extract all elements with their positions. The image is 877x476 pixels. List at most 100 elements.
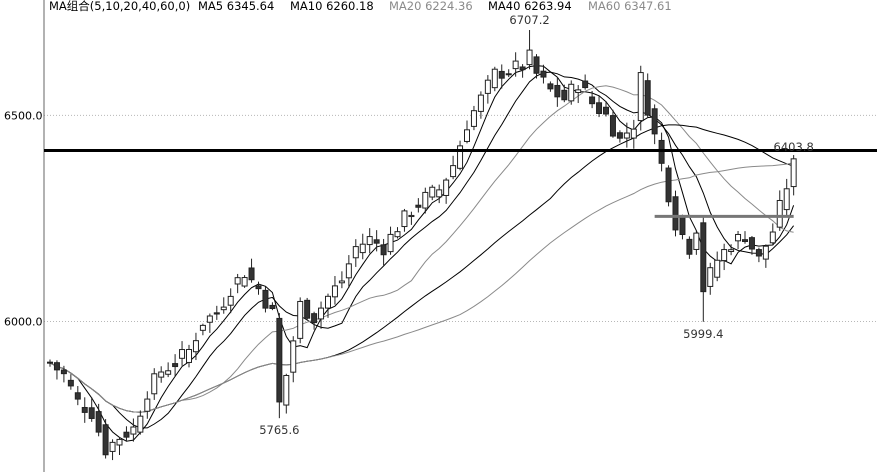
candle [769, 223, 776, 246]
candle-body [686, 238, 693, 255]
candle-body [318, 307, 325, 320]
candle [338, 271, 345, 289]
candle-body [394, 231, 401, 238]
candle [227, 288, 234, 314]
candle [206, 313, 213, 333]
candle-body [102, 424, 109, 456]
candle [742, 231, 748, 244]
candle [422, 187, 429, 214]
candle-body [603, 106, 609, 115]
candle [596, 95, 603, 118]
candle-body [241, 277, 248, 287]
candle [762, 244, 769, 268]
candle-body [728, 249, 735, 253]
candle [498, 64, 505, 89]
candle-body [74, 392, 81, 400]
candle [220, 297, 227, 314]
candle-body [776, 199, 783, 228]
candle-body [748, 237, 755, 250]
candle-body [192, 340, 199, 353]
candle-body [283, 374, 290, 406]
candle-body [345, 263, 352, 279]
candle [582, 74, 589, 90]
candle [359, 233, 366, 260]
candle-body [714, 259, 721, 278]
ma-legend: MA组合(5,10,20,40,60,0) MA5 6345.64 MA10 6… [49, 0, 672, 13]
candle-body [123, 431, 130, 438]
candle-body [88, 407, 95, 419]
candle [95, 403, 102, 437]
candle-body [366, 236, 373, 246]
candle-body [623, 132, 630, 139]
candle [137, 410, 144, 435]
candle-body [790, 158, 797, 188]
legend-ma10: MA10 6260.18 [290, 0, 374, 13]
candle [311, 311, 318, 330]
candle [74, 386, 81, 406]
candle [387, 226, 394, 255]
ma5-line [49, 65, 795, 442]
y-tick-label: 6000.0 [4, 316, 43, 329]
candle [783, 178, 790, 218]
candle [554, 76, 561, 107]
candle-body [637, 72, 644, 122]
horizontal-lines [44, 148, 877, 218]
candle-body [769, 231, 776, 244]
candle [630, 119, 637, 149]
candle [415, 198, 422, 213]
candle-body [401, 210, 408, 228]
candle [470, 105, 477, 131]
candle-body [144, 398, 151, 412]
candle [234, 273, 241, 294]
candle-body [498, 70, 505, 79]
candle-body [387, 233, 394, 253]
candle [484, 75, 491, 104]
candle [644, 73, 651, 118]
candle [561, 84, 568, 103]
candle-body [616, 132, 623, 139]
candle-body [547, 83, 554, 90]
candle [331, 276, 338, 305]
price-annotation: 5765.6 [259, 423, 299, 437]
candle-body [735, 233, 742, 242]
candle [81, 397, 88, 423]
candle-body [206, 315, 213, 323]
candle-body [450, 165, 457, 178]
candle [262, 286, 269, 313]
candle [366, 228, 373, 254]
candle-body [415, 204, 422, 208]
price-annotation: 6707.2 [509, 13, 549, 27]
candle-body [436, 189, 443, 198]
candle [790, 155, 797, 196]
candle-body [269, 304, 276, 310]
candle [533, 54, 540, 79]
candle [186, 344, 192, 368]
candle-body [234, 277, 241, 285]
candle [60, 365, 67, 383]
candle-body [248, 267, 255, 281]
candle [700, 216, 707, 322]
candle-body [533, 56, 540, 74]
legend-group-label: MA组合(5,10,20,40,60,0) [49, 0, 190, 13]
candle [721, 243, 728, 271]
ma10-line [49, 71, 794, 429]
candle [151, 368, 158, 400]
legend-ma40: MA40 6263.94 [488, 0, 572, 13]
candle-body [561, 89, 568, 101]
candle [464, 120, 470, 144]
candle [123, 426, 130, 441]
candle-body [304, 299, 311, 319]
candle-body [165, 370, 172, 375]
candle [589, 90, 596, 109]
candle [748, 235, 755, 255]
candle-body [116, 438, 123, 446]
candle-body [422, 191, 429, 209]
moving-average-lines [49, 65, 795, 442]
candle-body [227, 295, 234, 306]
candle-body [505, 73, 512, 76]
candle-body [220, 306, 227, 311]
candle [665, 165, 672, 207]
candle [477, 91, 484, 119]
candle [540, 64, 547, 84]
